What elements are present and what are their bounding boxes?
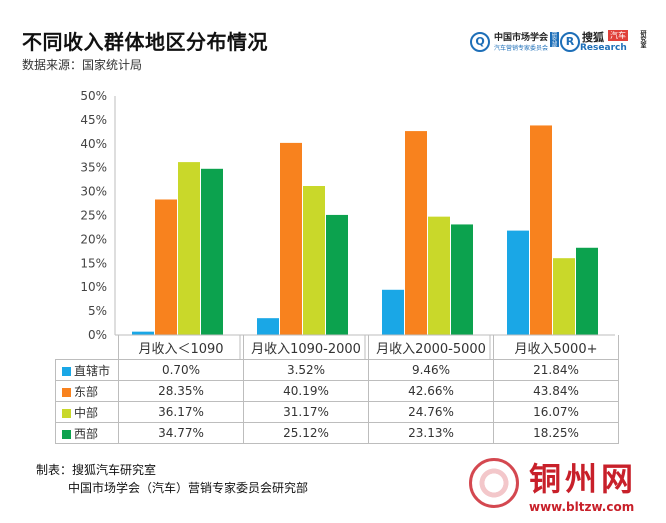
watermark-title: 铜州网 (529, 460, 638, 498)
legend-entry: 直辖市 (55, 359, 119, 381)
cmc-logo-tag: 研究部 (550, 32, 559, 47)
y-tick-label: 25% (80, 209, 107, 223)
bar (201, 168, 223, 335)
data-label: 36.17% (118, 401, 244, 423)
data-label: 21.84% (493, 359, 619, 381)
watermark-url: www.bltzw.com (529, 500, 635, 514)
series-name: 西部 (74, 426, 99, 441)
category-label: 月收入1090-2000 (243, 335, 369, 360)
credits-line2: 中国市场学会（汽车）营销专家委员会研究部 (68, 481, 309, 495)
sohu-logo-tag: 汽车 (608, 30, 628, 41)
watermark: 铜州网 www.bltzw.com (455, 452, 660, 520)
data-label: 34.77% (118, 422, 244, 444)
bar (507, 230, 529, 335)
y-tick-label: 0% (88, 328, 107, 342)
cmc-logo-line1: 中国市场学会 (494, 33, 549, 43)
legend-swatch (62, 408, 71, 418)
legend-entry: 西部 (55, 422, 119, 444)
y-tick-label: 35% (80, 161, 107, 175)
sohu-q-icon: R (560, 32, 580, 52)
bar (303, 186, 325, 335)
data-label: 0.70% (118, 359, 244, 381)
y-tick-label: 15% (80, 256, 107, 270)
y-tick-label: 50% (80, 89, 107, 103)
data-label: 40.19% (243, 380, 369, 402)
series-name: 东部 (74, 384, 99, 399)
table-row: 西部 34.77% 25.12% 23.13% 18.25% (55, 422, 619, 444)
category-label: 月收入5000+ (493, 335, 619, 360)
data-label: 24.76% (368, 401, 494, 423)
data-label: 16.07% (493, 401, 619, 423)
category-label: 月收入＜1090 (118, 335, 244, 360)
cmc-q-icon: Q (470, 32, 490, 52)
bar (576, 247, 598, 335)
data-label: 43.84% (493, 380, 619, 402)
data-source: 数据来源：国家统计局 (22, 58, 143, 72)
table-row: 直辖市 0.70% 3.52% 9.46% 21.84% (55, 359, 619, 381)
data-label: 31.17% (243, 401, 369, 423)
bar (382, 289, 404, 335)
table-corner (56, 335, 119, 360)
data-label: 28.35% (118, 380, 244, 402)
bar (451, 224, 473, 335)
series-name: 中部 (74, 405, 99, 420)
data-label: 23.13% (368, 422, 494, 444)
data-label: 18.25% (493, 422, 619, 444)
data-label: 42.66% (368, 380, 494, 402)
table-row: 中部 36.17% 31.17% 24.76% 16.07% (55, 401, 619, 423)
y-axis: 0% 5% 10% 15% 20% 25% 30% 35% 40% 45% 50% (80, 89, 116, 342)
bar (553, 258, 575, 335)
bars (115, 125, 615, 359)
legend-entry: 中部 (55, 401, 119, 423)
credits: 制表：搜狐汽车研究室 中国市场学会（汽车）营销专家委员会研究部 (36, 461, 308, 497)
data-label: 25.12% (243, 422, 369, 444)
bar (280, 142, 302, 335)
y-tick-label: 20% (80, 232, 107, 246)
bar (257, 318, 279, 335)
data-label: 9.46% (368, 359, 494, 381)
legend-entry: 东部 (55, 380, 119, 402)
table-row: 东部 28.35% 40.19% 42.66% 43.84% (55, 380, 619, 402)
bar (178, 162, 200, 335)
y-tick-label: 10% (80, 280, 107, 294)
y-tick-label: 45% (80, 113, 107, 127)
category-label: 月收入2000-5000 (368, 335, 494, 360)
credits-line1: 制表：搜狐汽车研究室 (36, 463, 157, 477)
y-tick-label: 30% (80, 185, 107, 199)
bar (132, 331, 154, 335)
sohu-logo-name: 搜狐 (582, 31, 604, 44)
legend-swatch (62, 429, 71, 439)
series-name: 直辖市 (74, 363, 111, 378)
legend-swatch (62, 387, 71, 397)
sohu-logo-side: 研究室 (639, 30, 646, 48)
cmc-logo-line2: 汽车营销专家委员会 (494, 45, 549, 52)
bar (326, 214, 348, 335)
bar (405, 131, 427, 335)
sohu-logo-research: Research (580, 43, 627, 53)
bar (530, 125, 552, 336)
bar (155, 199, 177, 335)
table-header-row: 月收入＜1090 月收入1090-2000 月收入2000-5000 月收入50… (56, 335, 619, 360)
y-tick-label: 40% (80, 137, 107, 151)
data-table: 月收入＜1090 月收入1090-2000 月收入2000-5000 月收入50… (55, 335, 619, 444)
y-tick-label: 5% (88, 304, 107, 318)
chart-title: 不同收入群体地区分布情况 (22, 30, 268, 54)
watermark-seal-icon (469, 458, 519, 508)
bar (428, 216, 450, 335)
data-label: 3.52% (243, 359, 369, 381)
legend-swatch (62, 366, 71, 376)
